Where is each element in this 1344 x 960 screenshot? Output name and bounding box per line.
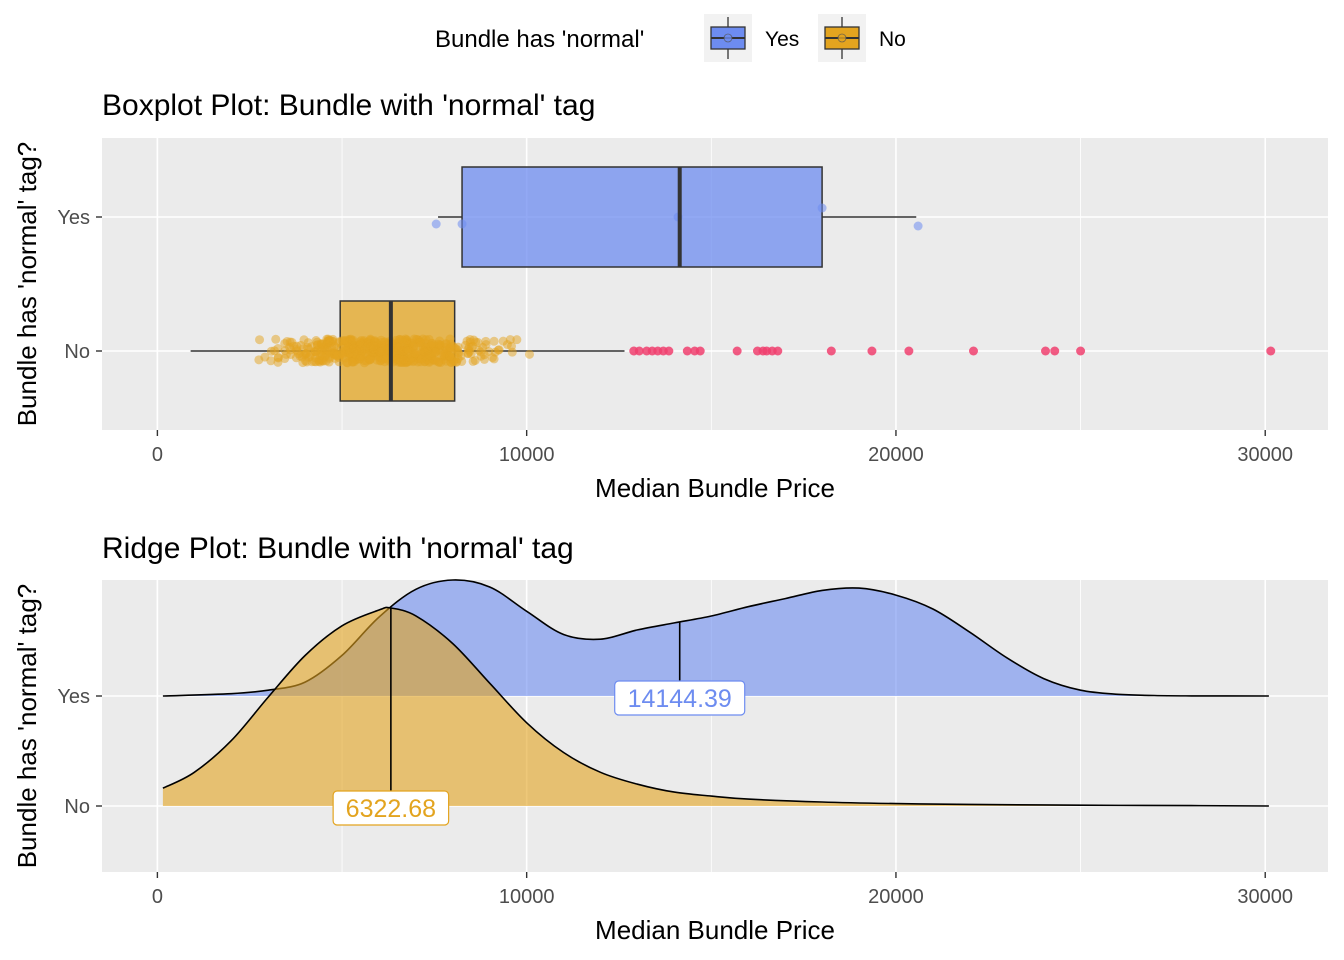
ridge-y-tick-label: Yes — [57, 686, 90, 708]
no-data-point — [354, 345, 364, 355]
ridge-x-tick-label: 30000 — [1237, 886, 1293, 908]
no-data-point — [291, 353, 301, 363]
no-data-point — [310, 347, 320, 357]
no-data-point — [505, 335, 515, 345]
no-data-point — [422, 351, 432, 361]
no-data-point — [410, 348, 420, 358]
no-data-point — [318, 339, 328, 349]
no-data-point — [397, 335, 407, 345]
no-outlier-point — [732, 346, 742, 356]
boxplot-y-tick-label: No — [64, 341, 90, 363]
yes-box — [461, 166, 823, 268]
legend-key-no — [818, 14, 866, 62]
no-outlier-point — [1050, 346, 1060, 356]
ridge-x-tick-label: 20000 — [868, 886, 924, 908]
no-data-point — [498, 336, 508, 346]
no-outlier-point — [968, 346, 978, 356]
no-outlier-point — [867, 346, 877, 356]
yes-data-point — [817, 203, 827, 213]
no-data-point — [494, 345, 504, 355]
no-data-point — [266, 356, 276, 366]
boxplot-x-tick-label: 20000 — [868, 444, 924, 466]
ridge-y-axis-title: Bundle has 'normal' tag? — [12, 584, 42, 869]
boxplot-x-tick-label: 10000 — [499, 444, 555, 466]
boxplot-title: Boxplot Plot: Bundle with 'normal' tag — [102, 89, 595, 122]
no-data-point — [453, 354, 463, 364]
no-data-point — [468, 341, 478, 351]
legend-label-no: No — [879, 28, 906, 51]
no-data-point — [255, 335, 265, 345]
ridge-x-tick-label: 0 — [152, 886, 163, 908]
no-data-point — [403, 346, 413, 356]
no-data-point — [507, 347, 517, 357]
no-data-point — [489, 336, 499, 346]
no-data-point — [415, 341, 425, 351]
no-data-point — [368, 341, 378, 351]
no-data-point — [405, 356, 415, 366]
boxplot-y-tick-label: Yes — [57, 207, 90, 229]
no-data-point — [365, 355, 375, 365]
no-data-point — [291, 345, 301, 355]
no-outlier-point — [664, 346, 674, 356]
no-data-point — [524, 349, 534, 359]
legend-title: Bundle has 'normal' — [435, 26, 644, 53]
boxplot-y-axis-title: Bundle has 'normal' tag? — [12, 142, 42, 427]
no-data-point — [393, 345, 403, 355]
no-median-label: 6322.68 — [346, 795, 436, 823]
no-outlier-point — [773, 346, 783, 356]
no-data-point — [337, 349, 347, 359]
no-data-point — [484, 346, 494, 356]
no-data-point — [407, 338, 417, 348]
no-data-point — [266, 346, 276, 356]
no-data-point — [325, 353, 335, 363]
no-data-point — [375, 347, 385, 357]
ridge-x-tick-label: 10000 — [499, 886, 555, 908]
no-data-point — [303, 342, 313, 352]
boxplot-chart: Boxplot Plot: Bundle with 'normal' tag 0… — [12, 89, 1328, 503]
yes-median-label: 14144.39 — [628, 685, 732, 713]
no-outlier-point — [826, 346, 836, 356]
no-data-point — [273, 357, 283, 367]
no-data-point — [287, 337, 297, 347]
no-density-area — [162, 607, 1269, 806]
no-data-point — [445, 351, 455, 361]
ridge-title: Ridge Plot: Bundle with 'normal' tag — [102, 532, 574, 565]
yes-data-point — [913, 221, 923, 231]
no-data-point — [512, 335, 522, 345]
no-outlier-point — [1266, 346, 1276, 356]
no-outlier-point — [904, 346, 914, 356]
boxplot-x-tick-label: 30000 — [1237, 444, 1293, 466]
legend: Bundle has 'normal' Yes No — [435, 14, 906, 62]
no-data-point — [399, 355, 409, 365]
no-data-point — [470, 355, 480, 365]
yes-data-point — [457, 219, 467, 229]
no-median-label-box — [332, 790, 450, 826]
ridge-y-tick-label: No — [64, 796, 90, 818]
yes-data-point — [431, 219, 441, 229]
legend-key-yes — [704, 14, 752, 62]
no-outlier-point — [634, 346, 644, 356]
legend-label-yes: Yes — [765, 28, 799, 51]
no-data-point — [349, 357, 359, 367]
no-density-curve — [162, 606, 1269, 807]
no-data-point — [311, 357, 321, 367]
ridge-chart: Ridge Plot: Bundle with 'normal' tag 141… — [12, 532, 1328, 945]
no-outlier-point — [1076, 346, 1086, 356]
no-outlier-point — [682, 346, 692, 356]
yes-median-label-box — [614, 680, 746, 716]
no-data-point — [271, 334, 281, 344]
no-outlier-point — [695, 346, 705, 356]
no-outlier-point — [1041, 346, 1051, 356]
no-data-point — [453, 342, 463, 352]
boxplot-x-tick-label: 0 — [152, 444, 163, 466]
ridge-x-axis-title: Median Bundle Price — [595, 915, 835, 945]
boxplot-x-axis-title: Median Bundle Price — [595, 473, 835, 503]
